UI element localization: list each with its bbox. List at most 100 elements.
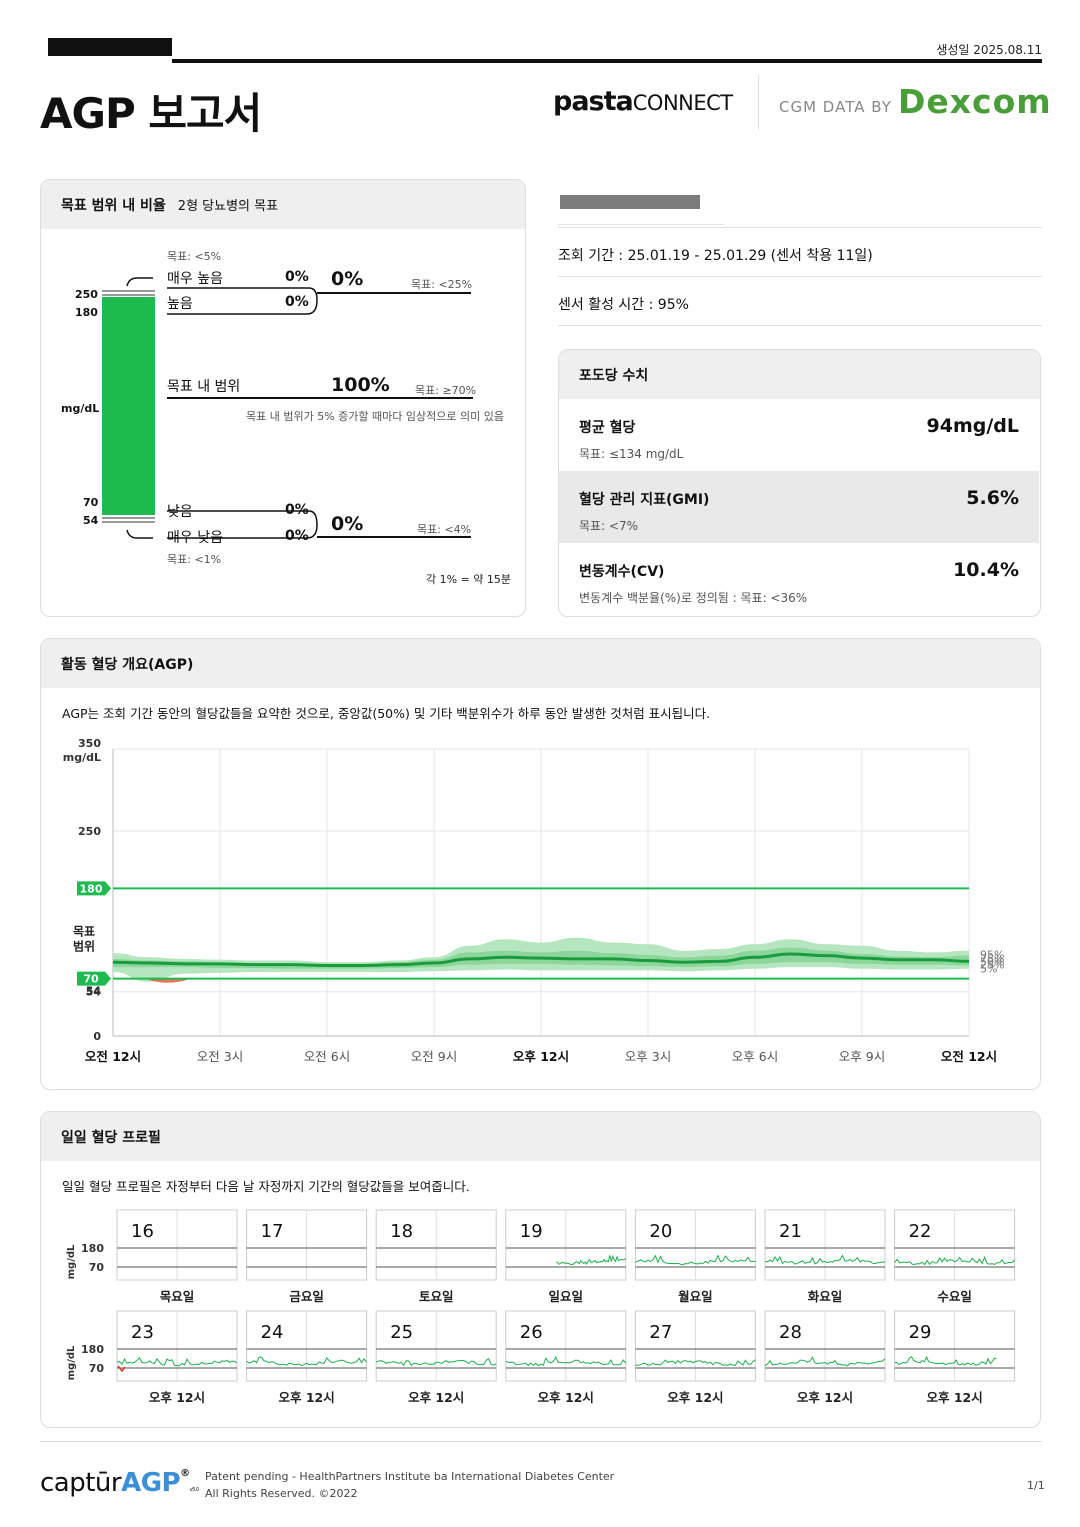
info-divider-2 [558,276,1042,277]
daily-label: 오후 12시 [926,1390,982,1405]
daily-label: 수요일 [937,1289,972,1304]
daily-date: 27 [649,1322,672,1343]
daily-glucose-trace [246,1356,367,1367]
pasta-brand: pasta [553,86,634,117]
time-in-range-card: 목표 범위 내 비율 2형 당뇨병의 목표 250 180 mg/dL 70 5… [40,179,526,617]
threshold-250: 250 [75,288,98,301]
daily-description: 일일 혈당 프로필은 자정부터 다음 날 자정까지 기간의 혈당값들을 보여줍니… [62,1179,470,1194]
very-high-value: 0% [285,269,309,285]
daily-date: 20 [649,1221,672,1242]
daily-y-tick: 70 [89,1362,105,1375]
daily-label: 목요일 [160,1289,195,1304]
very-low-goal: 목표: <1% [167,553,222,566]
avg-glucose-row: 평균 혈당 94mg/dL 목표: ≤134 mg/dL [559,399,1039,471]
rights-text: All Rights Reserved. ©2022 [205,1487,358,1500]
cv-row: 변동계수(CV) 10.4% 변동계수 백분율(%)로 정의됨 : 목표: <3… [559,543,1039,615]
agp-target-label: 범위 [73,939,95,954]
cgm-data-by-text: CGM DATA BY [779,98,892,116]
agp-logo-text: AGP [121,1468,181,1498]
very-high-goal: 목표: <5% [167,250,222,263]
low-group-bracket [167,510,318,539]
daily-glucose-trace [635,1254,756,1266]
daily-date: 24 [261,1322,284,1343]
daily-label: 오후 12시 [408,1390,464,1405]
high-total-goal: 목표: <25% [411,278,473,291]
in-range-goal: 목표: ≥70% [415,384,477,397]
very-low-label: 매우 낮음 [167,530,223,546]
daily-date: 25 [390,1322,413,1343]
agp-chart: 054250350mg/dL목표범위180705495%75%50%25%5%오… [63,737,1005,1064]
high-bar-segment [102,294,155,296]
daily-date: 22 [909,1221,932,1242]
daily-y-tick: 70 [89,1261,105,1274]
daily-unit-label: mg/dL [66,1244,77,1279]
daily-label: 토요일 [419,1289,454,1304]
agp-percentile-label: 95% [980,948,1004,961]
very-high-label: 매우 높음 [167,271,223,287]
agp-median-line [112,952,970,967]
daily-date: 17 [261,1221,284,1242]
agp-x-tick: 오전 9시 [411,1049,457,1064]
daily-glucose-trace [116,1356,238,1367]
threshold-180: 180 [75,306,98,319]
gmi-goal: 목표: <7% [579,519,639,533]
daily-glucose-trace [555,1255,627,1266]
daily-label: 화요일 [808,1289,843,1304]
glucose-stats-card: 포도당 수치 평균 혈당 94mg/dL 목표: ≤134 mg/dL 혈당 관… [558,349,1041,617]
daily-label: 일요일 [549,1289,584,1304]
registered-mark: ® [180,1468,190,1479]
agp-x-tick: 오후 9시 [839,1049,885,1064]
dexcom-logo: Dexcom [898,82,1052,121]
agp-target-badge-180 [77,881,111,896]
daily-date: 23 [131,1322,154,1343]
daily-glucose-trace [894,1255,1015,1266]
logo-version: v5.0 [189,1487,199,1493]
daily-label: 오후 12시 [797,1390,853,1405]
avg-glucose-goal: 목표: ≤134 mg/dL [579,447,684,461]
page-title: AGP 보고서 [40,89,262,138]
agp-percentile-label: 5% [980,962,997,975]
agp-low-excursion [145,978,192,983]
agp-y-unit: mg/dL [63,751,101,764]
unit-label: mg/dL [61,402,100,415]
daily-glucose-trace [505,1356,627,1367]
very-high-bracket [126,277,153,287]
info-divider-3 [558,325,1042,326]
tir-title: 목표 범위 내 비율 [61,197,166,214]
captur-agp-logo: captūrAGP® v5.0 [40,1468,199,1498]
agp-card-header: 활동 혈당 개요(AGP) [41,639,1040,688]
footer-divider [40,1441,1042,1442]
daily-date: 28 [779,1322,802,1343]
very-high-bar-segment [102,290,155,292]
agp-x-tick: 오후 6시 [732,1049,778,1064]
in-range-bar-segment [102,297,155,515]
daily-date: 18 [390,1221,413,1242]
daily-label: 금요일 [289,1289,324,1304]
info-divider-1 [558,227,1042,228]
report-period: 조회 기간 : 25.01.19 - 25.01.29 (센서 착용 11일) [558,248,873,264]
logo-divider [758,75,759,130]
gmi-label: 혈당 관리 지표(GMI) [579,492,710,508]
cv-value: 10.4% [953,559,1019,581]
avg-glucose-label: 평균 혈당 [579,420,636,436]
captur-text: captūr [40,1468,122,1498]
daily-unit-label: mg/dL [66,1345,77,1380]
agp-x-tick: 오전 12시 [85,1049,141,1064]
agp-y-tick: 250 [78,825,101,838]
agp-target-badge-70 [77,971,111,986]
daily-label: 월요일 [678,1289,713,1304]
daily-date: 21 [779,1221,802,1242]
avg-glucose-value: 94mg/dL [926,415,1020,437]
agp-percentile-label: 50% [980,955,1004,968]
low-total-line [317,536,471,538]
agp-y-tick: 54 [86,986,102,999]
agp-x-tick: 오전 3시 [197,1049,243,1064]
tir-brackets [126,277,318,539]
pasta-connect-text: CONNECT [632,91,733,115]
patent-text: Patent pending - HealthPartners Institut… [205,1470,615,1483]
agp-x-tick: 오후 3시 [625,1049,671,1064]
agp-target-badge-text: 180 [80,882,103,895]
low-label: 낮음 [167,504,193,520]
daily-profiles: mg/dL 180 70 16 목요일 17 금요일 18 토요일 19 일요일 20 월요일 21 화요일… [66,1209,1016,1405]
pasta-connect-logo: pastaCONNECT [553,86,733,117]
